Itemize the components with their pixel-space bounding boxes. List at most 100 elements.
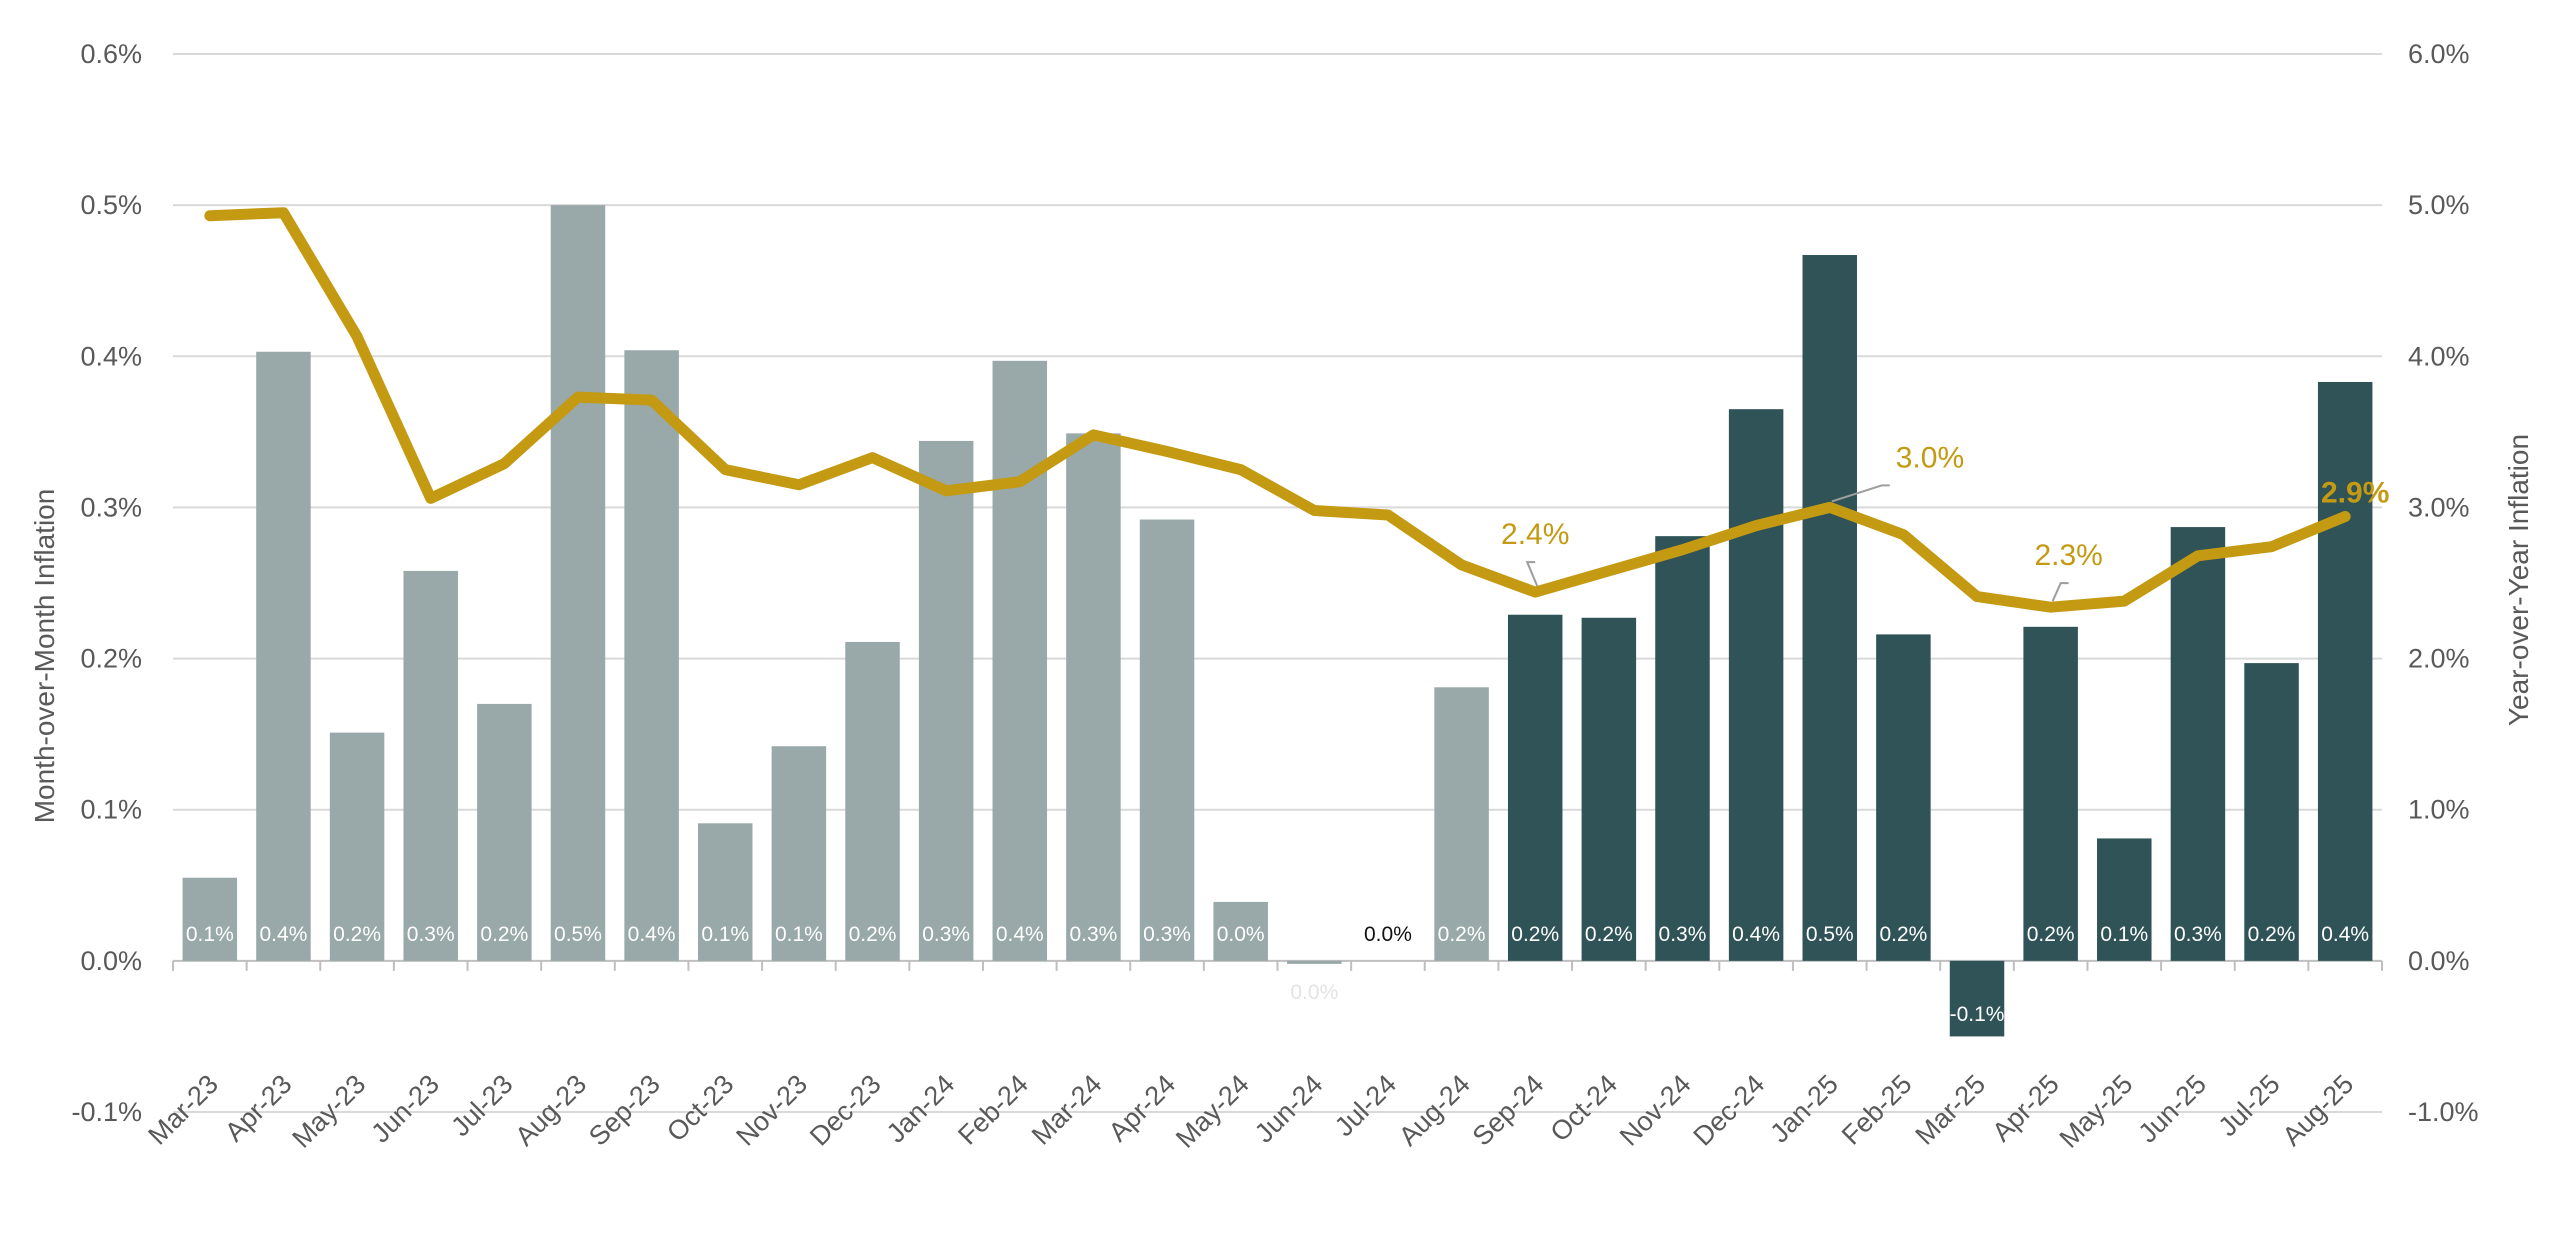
bar-Apr-24 <box>1139 519 1195 961</box>
left-tick-label: -0.1% <box>71 1097 142 1127</box>
bar-data-label: 0.0% <box>1290 981 1338 1004</box>
x-tick-label: Sep-24 <box>1467 1069 1550 1152</box>
bar-data-label: 0.2% <box>1511 923 1559 946</box>
x-tick-label: Feb-24 <box>952 1069 1034 1151</box>
x-tick-label: Jan-24 <box>881 1069 961 1149</box>
x-tick-label: Jul-24 <box>1329 1069 1402 1142</box>
x-tick-label: Apr-23 <box>219 1069 298 1148</box>
bar-data-label: 0.0% <box>1364 923 1412 946</box>
right-tick-label: 2.0% <box>2408 644 2470 674</box>
bar-Dec-23 <box>845 641 900 961</box>
bar-Sep-24 <box>1507 614 1563 961</box>
x-tick-label: Apr-25 <box>1986 1069 2065 1148</box>
bar-Apr-23 <box>256 351 311 961</box>
x-tick-label: Mar-24 <box>1026 1069 1108 1151</box>
mom-bar-labels: 0.1% 0.4% 0.2% 0.3% 0.2% 0.5% 0.4% 0.1% 0.1% 0.2%… <box>186 923 2369 1026</box>
annotation-leader <box>1525 561 1539 587</box>
left-tick-label: 0.5% <box>80 190 142 220</box>
x-tick-label: Feb-25 <box>1836 1069 1918 1151</box>
bar-Mar-24 <box>1066 433 1121 961</box>
bar-May-24 <box>1213 901 1268 961</box>
bar-data-label: 0.4% <box>628 923 676 946</box>
right-tick-label: 3.0% <box>2408 492 2470 522</box>
bar-data-label: 0.3% <box>922 923 970 946</box>
left-axis-title: Month-over-Month Inflation <box>29 489 60 824</box>
x-tick-label: Oct-23 <box>661 1069 740 1148</box>
x-tick-label: Jun-23 <box>365 1069 445 1149</box>
bar-Aug-24 <box>1434 687 1489 961</box>
bar-Aug-25 <box>2317 381 2373 961</box>
x-tick-label: Dec-23 <box>804 1069 887 1152</box>
x-tick-label: Nov-24 <box>1614 1069 1697 1152</box>
yoy-annotation-label: 2.4% <box>1501 518 1569 551</box>
x-tick-label: Jun-24 <box>1249 1069 1329 1149</box>
bar-data-label: 0.3% <box>407 923 455 946</box>
x-tick-label: Jun-25 <box>2133 1069 2213 1149</box>
right-tick-label: 5.0% <box>2408 190 2470 220</box>
left-tick-label: 0.2% <box>80 644 142 674</box>
bar-data-label: 0.4% <box>2321 923 2369 946</box>
bar-data-label: 0.2% <box>2027 923 2075 946</box>
annotation-leader <box>2051 582 2069 602</box>
bar-data-label: 0.4% <box>996 923 1044 946</box>
bar-Feb-25 <box>1876 634 1931 961</box>
bar-Jul-23 <box>477 703 532 961</box>
bar-data-label: 0.3% <box>1659 923 1707 946</box>
left-tick-label: 0.1% <box>80 795 142 825</box>
right-axis-title: Year-over-Year Inflation <box>2503 434 2534 726</box>
annotation-leader <box>1831 484 1890 503</box>
bar-data-label: 0.3% <box>2174 923 2222 946</box>
bar-data-label: 0.2% <box>2248 923 2296 946</box>
bar-data-label: 0.2% <box>333 923 381 946</box>
yoy-annotation-label: 3.0% <box>1896 441 1964 474</box>
bar-data-label: 0.1% <box>701 923 749 946</box>
bar-Nov-24 <box>1655 536 1710 961</box>
bar-Jan-25 <box>1802 255 1857 961</box>
right-tick-label: 0.0% <box>2408 946 2470 976</box>
yoy-annotations: 2.4% 3.0% 2.3% 2.9% <box>1501 441 2389 602</box>
x-tick-label: Jan-25 <box>1764 1069 1844 1149</box>
bar-May-25 <box>2097 838 2152 961</box>
bar-data-label: 0.2% <box>480 923 528 946</box>
bar-data-label: 0.3% <box>1143 923 1191 946</box>
bar-Nov-23 <box>771 746 827 961</box>
bar-data-label: 0.3% <box>1069 923 1117 946</box>
bar-Jun-23 <box>403 570 458 961</box>
right-axis-ticks: -1.0% 0.0% 1.0% 2.0% 3.0% 4.0% 5.0% 6.0% <box>2408 39 2479 1127</box>
bar-data-label: 0.2% <box>849 923 897 946</box>
bar-Jan-24 <box>918 440 974 961</box>
x-tick-label: Jul-25 <box>2213 1069 2286 1142</box>
left-tick-label: 0.6% <box>80 39 142 69</box>
bar-data-label: 0.1% <box>186 923 234 946</box>
bar-data-label: 0.0% <box>1217 923 1265 946</box>
right-tick-label: 6.0% <box>2408 39 2470 69</box>
right-tick-label: -1.0% <box>2408 1097 2479 1127</box>
x-tick-label: Apr-24 <box>1103 1069 1182 1148</box>
left-tick-label: 0.0% <box>80 946 142 976</box>
bar-data-label: 0.2% <box>1438 923 1486 946</box>
x-tick-label: Dec-24 <box>1688 1069 1771 1152</box>
bar-data-label: 0.2% <box>1879 923 1927 946</box>
bar-May-23 <box>329 732 385 961</box>
x-tick-label: Mar-25 <box>1910 1069 1992 1151</box>
x-tick-label: Nov-23 <box>730 1069 813 1152</box>
bar-Jun-24 <box>1287 960 1342 964</box>
bar-Sep-23 <box>624 350 679 961</box>
bar-data-label: 0.4% <box>260 923 308 946</box>
bar-Mar-23 <box>182 877 238 961</box>
x-tick-label: Oct-24 <box>1545 1069 1624 1148</box>
bar-Jun-25 <box>2170 527 2226 961</box>
bar-data-label: 0.1% <box>2100 923 2148 946</box>
mom-bars <box>182 205 2373 1037</box>
bar-Feb-24 <box>992 360 1048 961</box>
x-tick-label: Aug-23 <box>509 1069 592 1152</box>
bar-data-label: 0.4% <box>1732 923 1780 946</box>
right-tick-label: 4.0% <box>2408 341 2470 371</box>
bar-Oct-24 <box>1581 617 1637 961</box>
x-tick-label: Mar-23 <box>142 1069 224 1151</box>
left-axis-ticks: -0.1% 0.0% 0.1% 0.2% 0.3% 0.4% 0.5% 0.6% <box>71 39 142 1127</box>
bar-Jul-25 <box>2244 663 2299 961</box>
x-tick-label: Jul-23 <box>445 1069 518 1142</box>
yoy-line-layer <box>204 207 2351 613</box>
